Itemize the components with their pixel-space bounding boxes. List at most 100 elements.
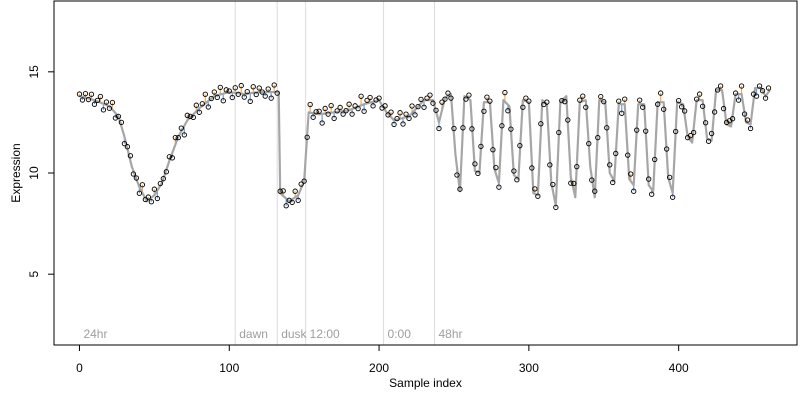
data-point [418, 96, 424, 102]
data-point [274, 90, 280, 96]
data-point [676, 98, 682, 104]
x-tick-label: 200 [369, 361, 389, 375]
data-point [118, 119, 125, 126]
data-point [277, 188, 283, 194]
data-point [523, 95, 529, 101]
data-point [687, 132, 694, 139]
data-point [553, 204, 559, 211]
x-axis-title: Sample index [389, 376, 462, 390]
data-point [729, 116, 736, 122]
data-point [352, 103, 358, 109]
data-point [307, 101, 313, 108]
data-point [187, 113, 193, 119]
data-point [520, 104, 526, 110]
section-label: 48hr [438, 327, 462, 341]
data-point [565, 117, 571, 123]
data-point [619, 110, 625, 116]
data-point [349, 111, 355, 117]
data-point [529, 165, 535, 171]
data-point [708, 130, 715, 137]
data-point [538, 121, 544, 127]
data-point [574, 163, 580, 170]
data-point [649, 191, 655, 197]
x-axis: 0 100 200 300 400 [76, 344, 689, 375]
data-point [229, 94, 235, 101]
data-point [613, 150, 619, 157]
data-point [289, 199, 295, 205]
data-point [661, 106, 667, 112]
data-point [409, 103, 415, 109]
data-point [640, 104, 646, 110]
data-point [756, 83, 763, 89]
data-point [490, 147, 496, 153]
data-point [547, 162, 553, 168]
data-point [100, 107, 107, 113]
x-tick-label: 400 [669, 361, 689, 375]
data-point [364, 97, 370, 104]
data-point [256, 85, 262, 91]
data-point [592, 188, 598, 194]
data-point [622, 96, 628, 102]
data-point [475, 170, 481, 176]
data-point [759, 88, 766, 94]
data-point [696, 91, 703, 97]
data-point [85, 96, 92, 103]
data-point [580, 93, 586, 99]
data-point [376, 95, 382, 101]
data-point [340, 111, 346, 117]
data-point [631, 188, 637, 194]
data-point [370, 103, 376, 109]
x-tick-label: 100 [219, 361, 239, 375]
data-point [430, 100, 436, 106]
data-point [517, 143, 523, 149]
data-point [643, 128, 649, 134]
data-point [457, 186, 463, 192]
data-point [262, 93, 268, 99]
data-point [151, 186, 158, 192]
data-point [442, 96, 448, 102]
data-point [616, 98, 622, 104]
section-label: dawn [239, 327, 268, 341]
data-point [415, 103, 421, 110]
data-point [682, 108, 688, 114]
data-point [124, 144, 131, 150]
data-point [271, 82, 277, 88]
data-point [139, 182, 146, 188]
data-point [388, 109, 394, 115]
data-point [421, 104, 427, 110]
data-point [97, 93, 104, 100]
data-point [448, 95, 454, 101]
data-point [690, 129, 697, 136]
x-tick-label: 300 [519, 361, 539, 375]
data-point [181, 132, 187, 138]
data-point [301, 178, 307, 184]
data-point [163, 169, 169, 175]
data-point [82, 91, 89, 97]
data-point [406, 115, 412, 122]
data-point [304, 134, 310, 140]
data-point [400, 121, 406, 127]
data-point [556, 129, 562, 136]
data-point [115, 113, 122, 119]
data-point [744, 117, 751, 123]
data-point [91, 101, 98, 107]
data-point [211, 89, 217, 95]
data-point [355, 106, 361, 112]
data-point [382, 103, 388, 109]
data-point [508, 126, 514, 132]
data-point [598, 93, 604, 100]
data-point [214, 94, 220, 100]
section-label: 12:00 [310, 327, 340, 341]
data-point [705, 138, 712, 144]
data-point [484, 94, 490, 100]
data-point [241, 94, 247, 100]
data-point [196, 109, 202, 115]
data-point [133, 175, 140, 181]
data-point [403, 111, 409, 117]
data-point [720, 105, 727, 112]
data-point [535, 193, 541, 199]
data-point [172, 134, 178, 141]
data-point [544, 99, 550, 105]
data-point [610, 179, 616, 186]
